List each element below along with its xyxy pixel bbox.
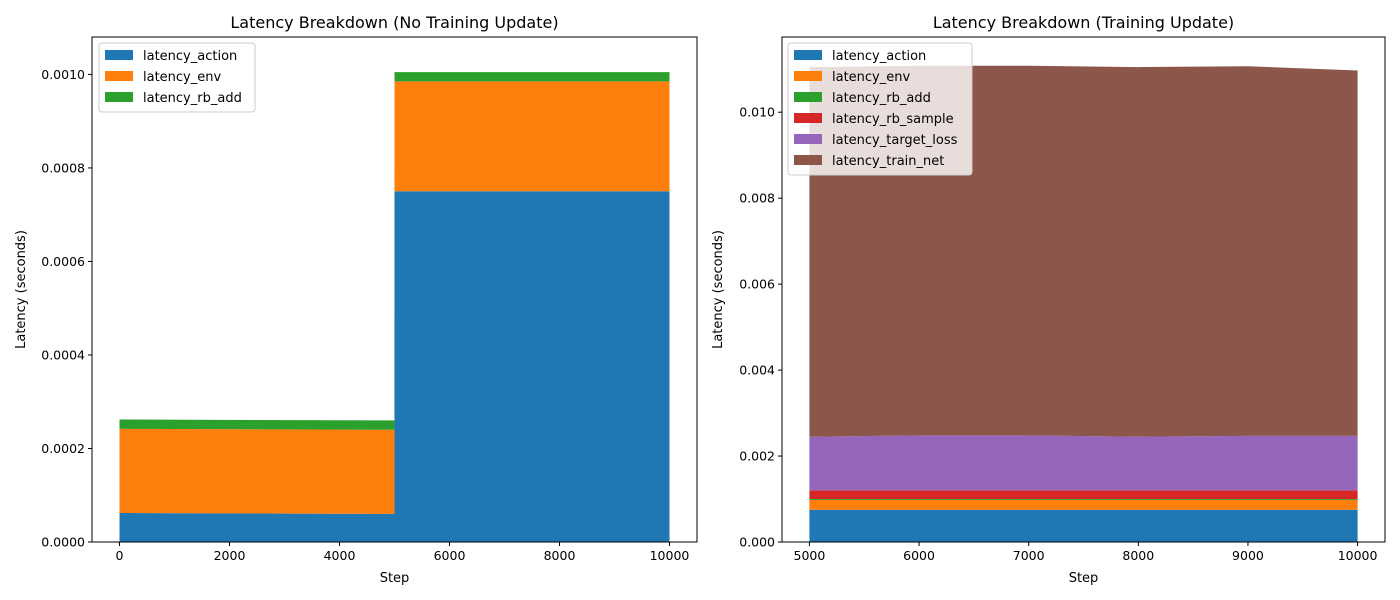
x-tick: 5000 [794,542,826,563]
area-latency-action [119,191,670,542]
legend-swatch-latency-rb-sample [794,113,822,123]
legend-box [787,42,973,176]
legend-label-latency-action: latency_action [143,49,237,64]
legend-label-latency-action: latency_action [832,49,926,64]
area-latency-rb-add [809,499,1358,500]
chart-training-update: 5000 6000 7000 8000 9000 10000 0.0000.0020.00… [711,13,1386,586]
x-tick: 10000 [650,542,690,563]
legend-label-latency-rb-sample: latency_rb_sample [832,112,954,127]
x-axis-ticks: 0 2000 4000 6000 8000 10000 [116,542,690,563]
legend-label-latency-rb-add: latency_rb_add [832,91,931,106]
y-tick: 0.004 [739,363,782,378]
x-tick-label: 4000 [324,548,356,563]
x-tick-label: 5000 [794,548,826,563]
area-latency-target-loss [809,435,1358,491]
y-tick-label: 0.0002 [41,441,85,456]
legend-swatch-latency-env [105,71,133,81]
x-tick-label: 0 [116,548,124,563]
x-tick: 9000 [1232,542,1264,563]
axes-frame [781,36,1386,543]
legend-label-latency-train-net: latency_train_net [832,154,944,169]
x-tick: 6000 [903,542,935,563]
y-tick-label: 0.010 [739,105,775,120]
legend-swatch-latency-action [105,50,133,60]
legend-swatch-latency-train-net [794,155,822,165]
legend-label-latency-env: latency_env [832,70,910,85]
area-latency-rb-sample [809,490,1358,500]
y-tick: 0.0002 [41,441,92,456]
y-tick-label: 0.004 [739,363,775,378]
x-tick: 4000 [324,542,356,563]
x-tick: 0 [116,542,124,563]
y-tick: 0.0010 [41,67,92,82]
y-tick-label: 0.0010 [41,67,85,82]
y-tick: 0.000 [739,535,782,550]
x-tick: 8000 [544,542,576,563]
y-tick: 0.008 [739,191,782,206]
y-axis-ticks: 0.000 0.002 0.004 0.006 0.008 0.010 [739,105,782,550]
chart-title: Latency Breakdown (Training Update) [933,13,1234,32]
x-tick: 10000 [1338,542,1378,563]
legend: latency_action latency_env latency_rb_ad… [98,42,256,113]
x-tick-label: 10000 [1338,548,1378,563]
y-tick-label: 0.006 [739,277,775,292]
area-latency-env [809,499,1358,510]
x-tick-label: 10000 [650,548,690,563]
legend-label-latency-env: latency_env [143,70,221,85]
legend-label-latency-rb-add: latency_rb_add [143,91,242,106]
x-tick-label: 2000 [214,548,246,563]
area-latency-env [119,81,670,514]
legend: latency_action latency_env latency_rb_ad… [787,42,973,176]
legend-swatch-latency-action [794,50,822,60]
y-tick: 0.0000 [41,535,92,550]
x-tick: 6000 [434,542,466,563]
legend-swatch-latency-env [794,71,822,81]
y-axis-label: Latency (seconds) [14,230,29,349]
x-axis-ticks: 5000 6000 7000 8000 9000 10000 [794,542,1378,563]
x-tick-label: 8000 [1122,548,1154,563]
y-tick: 0.006 [739,277,782,292]
legend-label-latency-target-loss: latency_target_loss [832,133,958,148]
x-tick: 2000 [214,542,246,563]
y-tick-label: 0.008 [739,191,775,206]
y-tick-label: 0.0008 [41,160,85,175]
x-axis-label: Step [1069,571,1099,586]
y-tick-label: 0.002 [739,449,775,464]
y-tick-label: 0.000 [739,535,775,550]
x-tick: 7000 [1013,542,1045,563]
x-tick-label: 9000 [1232,548,1264,563]
axes-frame [91,36,698,543]
x-tick-label: 7000 [1013,548,1045,563]
y-tick: 0.002 [739,449,782,464]
y-axis-ticks: 0.0000 0.0002 0.0004 0.0006 0.0008 0.0010 [41,67,92,550]
y-tick-label: 0.0004 [41,347,85,362]
legend-swatch-latency-rb-add [794,92,822,102]
legend-swatch-latency-target-loss [794,134,822,144]
x-tick: 8000 [1122,542,1154,563]
legend-box [98,42,256,113]
x-axis-label: Step [380,571,410,586]
chart-no-training-update: 0 2000 4000 6000 8000 10000 0.00000.00020.000… [14,13,698,586]
y-tick: 0.0004 [41,347,92,362]
y-axis-label: Latency (seconds) [711,230,726,349]
x-tick-label: 6000 [434,548,466,563]
y-tick: 0.0006 [41,254,92,269]
y-tick: 0.010 [739,105,782,120]
x-tick-label: 8000 [544,548,576,563]
x-tick-label: 6000 [903,548,935,563]
stacked-areas [119,72,670,542]
y-tick-label: 0.0000 [41,535,85,550]
y-tick-label: 0.0006 [41,254,85,269]
y-tick: 0.0008 [41,160,92,175]
legend-swatch-latency-rb-add [105,92,133,102]
area-latency-action [809,509,1358,542]
chart-title: Latency Breakdown (No Training Update) [230,13,558,32]
